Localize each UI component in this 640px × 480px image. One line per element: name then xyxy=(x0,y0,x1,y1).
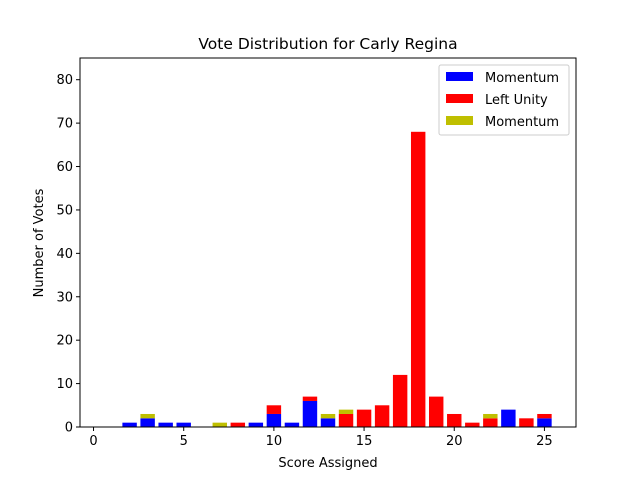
y-tick-label-30: 30 xyxy=(56,290,73,305)
bar-series2-score-7 xyxy=(212,422,227,427)
bars-layer xyxy=(122,131,552,428)
bar-series0-score-4 xyxy=(158,422,173,427)
y-tick-label-60: 60 xyxy=(56,160,73,175)
y-tick-label-20: 20 xyxy=(56,334,73,349)
bar-series1-score-8 xyxy=(230,422,246,427)
y-tick-label-80: 80 xyxy=(56,73,73,88)
bar-series0-score-25 xyxy=(537,418,552,427)
bar-series1-score-24 xyxy=(519,418,534,427)
bar-series2-score-3 xyxy=(140,413,155,419)
bar-series1-score-19 xyxy=(429,396,444,427)
legend-swatch-2 xyxy=(446,116,473,125)
legend-swatch-0 xyxy=(446,72,473,81)
legend-label-2: Momentum xyxy=(485,115,559,130)
legend-swatch-1 xyxy=(446,94,473,103)
bar-series0-score-5 xyxy=(176,422,191,427)
bar-series1-score-10 xyxy=(266,405,282,414)
bar-series0-score-3 xyxy=(140,418,155,427)
bar-series1-score-22 xyxy=(483,418,498,427)
y-axis-label: Number of Votes xyxy=(32,188,47,297)
legend-label-0: Momentum xyxy=(485,71,559,86)
y-tick-label-0: 0 xyxy=(65,421,73,436)
bar-series2-score-14 xyxy=(338,409,354,414)
chart-title: Vote Distribution for Carly Regina xyxy=(198,35,457,53)
x-tick-label-5: 5 xyxy=(180,434,188,449)
bar-series1-score-18 xyxy=(410,131,426,428)
bar-series0-score-10 xyxy=(266,413,282,427)
bar-series0-score-13 xyxy=(320,418,336,427)
legend: Momentum Left Unity Momentum xyxy=(438,64,570,136)
bar-series0-score-9 xyxy=(248,422,264,427)
bar-series1-score-17 xyxy=(392,374,408,427)
bar-series0-score-2 xyxy=(122,422,137,427)
plot-frame xyxy=(79,57,577,428)
bar-series1-score-14 xyxy=(338,413,354,427)
bar-series1-score-25 xyxy=(537,413,552,419)
x-tick-label-20: 20 xyxy=(446,434,463,449)
y-tick-label-50: 50 xyxy=(56,203,73,218)
x-tick-label-10: 10 xyxy=(266,434,283,449)
y-tick-label-40: 40 xyxy=(56,247,73,262)
x-axis-label: Score Assigned xyxy=(278,456,377,471)
x-tick-label-0: 0 xyxy=(89,434,97,449)
x-tick-label-15: 15 xyxy=(356,434,373,449)
y-tick-label-70: 70 xyxy=(56,117,73,132)
bar-series0-score-12 xyxy=(302,400,318,427)
bar-series0-score-23 xyxy=(501,409,516,427)
bar-series0-score-11 xyxy=(284,422,300,427)
bar-series1-score-12 xyxy=(302,396,318,401)
bar-series1-score-16 xyxy=(374,405,390,427)
bar-series2-score-13 xyxy=(320,413,336,419)
y-tick-label-10: 10 xyxy=(56,377,73,392)
bar-series1-score-20 xyxy=(447,413,462,427)
x-tick-label-25: 25 xyxy=(536,434,553,449)
bar-series1-score-15 xyxy=(356,409,372,427)
axes-layer: 0 5 10 15 20 25 0 10 20 30 40 50 60 70 80 xyxy=(56,57,577,449)
legend-label-1: Left Unity xyxy=(485,93,548,108)
bar-series1-score-21 xyxy=(465,422,480,427)
bar-series2-score-22 xyxy=(483,413,498,419)
